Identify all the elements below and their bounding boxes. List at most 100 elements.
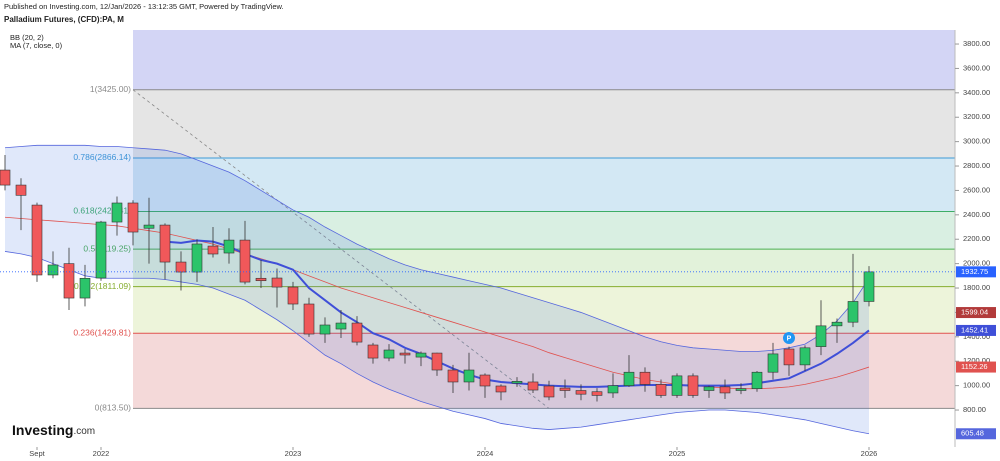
- candle-body: [415, 352, 427, 358]
- y-tick-label: 2400.00: [963, 210, 990, 219]
- logo-suffix: .com: [73, 426, 95, 437]
- y-tick-label: 3200.00: [963, 112, 990, 121]
- price-label-box: [956, 307, 996, 319]
- candle-body: [447, 369, 459, 383]
- published-note: Published on Investing.com, 12/Jan/2026 …: [4, 2, 284, 11]
- y-tick-label: 3800.00: [963, 39, 990, 48]
- x-tick-label: 2023: [285, 449, 302, 458]
- candle-body: [303, 303, 315, 335]
- y-tick-label: 2800.00: [963, 161, 990, 170]
- candle-body: [527, 381, 539, 391]
- candle-body: [95, 221, 107, 279]
- price-label-box: [956, 266, 996, 278]
- candle-body: [47, 264, 59, 276]
- plot-area: 1(3425.00) 0.786(2866.14) 0.618(2427.41) 0.…: [0, 30, 955, 435]
- fib-label: 0.236(1429.81): [73, 327, 131, 337]
- candle-body: [143, 224, 155, 229]
- candle-body: [671, 375, 683, 396]
- candle-body: [479, 374, 491, 387]
- fib-label: 0.5(2119.25): [83, 243, 131, 253]
- x-tick-label: 2025: [669, 449, 686, 458]
- y-tick-label: 2200.00: [963, 234, 990, 243]
- candle-body: [655, 384, 667, 396]
- fib-band: [133, 89, 955, 158]
- candle-body: [687, 375, 699, 396]
- logo-brand: Investing: [12, 422, 73, 438]
- price-label: 605.48: [961, 429, 984, 438]
- legend-entry: MA (7, close, 0): [10, 41, 63, 50]
- fib-label: 0(813.50): [95, 403, 132, 413]
- logo: Investing.com: [12, 422, 95, 438]
- candle-body: [351, 322, 363, 343]
- candle-body: [367, 344, 379, 359]
- fib-label: 1(3425.00): [90, 84, 131, 94]
- fib-band: [133, 157, 955, 212]
- candle-body: [31, 204, 43, 276]
- candle-body: [815, 325, 827, 347]
- candle-body: [255, 277, 267, 282]
- y-tick-label: 1400.00: [963, 332, 990, 341]
- y-tick-label: 2600.00: [963, 185, 990, 194]
- candle-body: [271, 277, 283, 288]
- candle-body: [287, 286, 299, 305]
- fib-band: [133, 30, 955, 90]
- candle-body: [767, 353, 779, 373]
- candle-body: [495, 385, 507, 393]
- y-tick-label: 3400.00: [963, 88, 990, 97]
- candle-body: [511, 381, 523, 384]
- band-fill: [5, 145, 869, 434]
- price-label-box: [956, 324, 996, 336]
- candle-body: [719, 386, 731, 394]
- x-tick-label: 2024: [477, 449, 494, 458]
- price-label-box: [956, 428, 996, 440]
- candle-body: [607, 385, 619, 394]
- candle-body: [111, 202, 123, 223]
- price-label: 1152.26: [961, 362, 988, 371]
- candle-body: [831, 321, 843, 327]
- candle-body: [127, 202, 139, 233]
- candle-body: [847, 301, 859, 323]
- candle-body: [223, 239, 235, 254]
- candle-body: [751, 371, 763, 389]
- y-tick-label: 1800.00: [963, 283, 990, 292]
- candle-body: [591, 391, 603, 396]
- candle-body: [431, 352, 443, 371]
- price-label: 1599.04: [961, 308, 988, 317]
- band-line: [4, 144, 870, 352]
- fib-band: [133, 249, 955, 287]
- candle-body: [175, 261, 187, 273]
- candle-body: [463, 369, 475, 383]
- candle-body: [799, 347, 811, 366]
- x-tick-label: 2022: [93, 449, 110, 458]
- legend-entry: BB (20, 2): [10, 33, 44, 42]
- candle-body: [735, 388, 747, 391]
- candle-body: [15, 184, 27, 196]
- candle-body: [703, 386, 715, 391]
- y-tick-label: 3000.00: [963, 137, 990, 146]
- y-tick-label: 3600.00: [963, 63, 990, 72]
- chart-title: Palladium Futures, (CFD):PA, M: [4, 15, 124, 24]
- fib-band: [133, 211, 955, 250]
- candle-body: [159, 224, 171, 263]
- fib-band: [133, 286, 955, 334]
- candle-body: [399, 352, 411, 356]
- x-tick-label: 2026: [861, 449, 878, 458]
- candle-body: [543, 385, 555, 398]
- candle-body: [575, 390, 587, 395]
- fib-label: 0.382(1811.09): [74, 281, 131, 291]
- candle-body: [335, 322, 347, 330]
- fib-label: 0.618(2427.41): [73, 206, 131, 216]
- candle-body: [191, 243, 203, 273]
- price-label: 1452.41: [961, 325, 988, 334]
- y-tick-label: 800.00: [963, 405, 986, 414]
- price-label-box: [956, 361, 996, 373]
- candle-body: [319, 324, 331, 335]
- y-tick-label: 1200.00: [963, 356, 990, 365]
- candle-body: [863, 271, 875, 302]
- candle-body: [383, 349, 395, 359]
- candle-body: [0, 169, 11, 186]
- candle-body: [239, 239, 251, 283]
- event-marker-label: P: [787, 335, 792, 342]
- candle-body: [639, 371, 651, 385]
- candle-body: [783, 348, 795, 366]
